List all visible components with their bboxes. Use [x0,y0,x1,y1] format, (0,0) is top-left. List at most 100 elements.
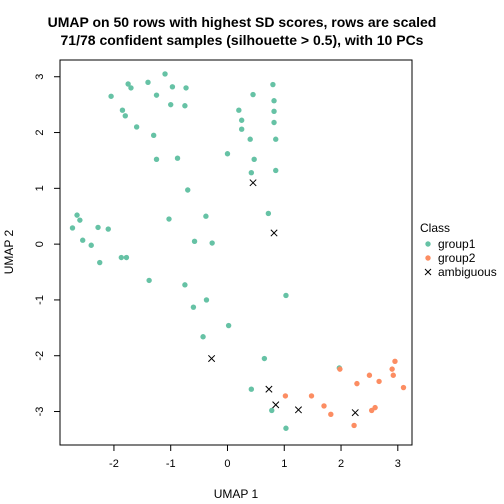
legend-label-group2: group2 [438,251,476,265]
point-group1 [69,225,76,231]
point-ambiguous [208,354,216,363]
point-group2 [354,380,360,387]
point-ambiguous [272,401,280,409]
y-tick-label: 3 [34,74,46,80]
point-ambiguous [249,179,257,187]
y-tick-label: -2 [34,351,46,361]
point-group2 [372,404,378,411]
point-group1 [108,93,114,99]
point-group1 [203,213,209,219]
point-group1 [88,242,94,248]
point-group1 [209,240,215,246]
point-group1 [251,156,257,163]
legend-title: Class [420,221,450,235]
point-group2 [376,378,382,385]
point-group1 [283,292,289,299]
point-group1 [248,170,255,176]
point-group1 [77,217,83,223]
point-group1 [166,216,172,222]
point-group1 [200,334,206,340]
legend-marker-ambiguous [424,268,432,276]
point-group1 [250,91,256,98]
point-group1 [224,151,231,157]
point-group1 [273,167,279,174]
y-tick-label: 1 [34,185,46,191]
plot-area-frame [59,59,413,446]
point-group1 [247,136,253,142]
point-group1 [283,425,289,431]
point-group2 [328,411,334,418]
point-group2 [321,403,327,409]
y-tick-label: -1 [34,295,46,305]
point-group1 [150,132,157,139]
legend-label-ambiguous: ambiguous [438,265,497,279]
point-group1 [174,155,181,161]
point-group1 [225,322,232,329]
point-group1 [238,117,245,123]
x-tick-label: -1 [166,458,176,470]
point-group2 [282,393,289,399]
x-axis-label: UMAP 1 [214,487,259,501]
data-points [69,71,407,431]
point-group1 [273,136,279,142]
point-group2 [390,372,396,378]
point-ambiguous [351,409,359,417]
point-group1 [182,282,188,288]
point-group1 [95,224,101,231]
point-group1 [238,126,245,132]
point-group1 [133,124,140,130]
x-tick-label: 1 [281,458,287,470]
x-tick-label: 2 [338,458,344,470]
point-ambiguous [265,385,273,393]
point-group1 [128,85,134,91]
point-group1 [122,113,128,119]
point-group2 [366,372,373,378]
point-group1 [125,81,131,87]
point-group1 [153,156,160,163]
point-group1 [118,254,125,261]
point-group1 [190,304,197,310]
point-group1 [270,81,276,88]
x-tick-label: -2 [109,458,119,470]
point-group2 [337,366,343,372]
x-tick-label: 0 [224,458,230,470]
point-group1 [248,386,255,392]
point-group1 [269,407,275,414]
point-ambiguous [270,229,278,237]
point-group1 [105,226,111,232]
point-group1 [191,238,198,245]
point-group1 [265,210,272,217]
point-group2 [389,366,395,372]
point-group1 [261,355,268,362]
point-group1 [203,297,210,303]
legend-label-group1: group1 [438,237,476,251]
point-group1 [271,119,277,126]
chart-title-line2: 71/78 confident samples (silhouette > 0.… [61,32,424,48]
point-group1 [182,103,188,109]
point-group1 [80,237,86,243]
y-tick-label: -3 [34,407,46,417]
point-group1 [271,98,277,104]
point-group1 [97,259,103,266]
point-group2 [308,393,315,399]
point-group1 [271,108,277,115]
point-group1 [153,92,160,98]
point-group1 [169,84,176,90]
point-group2 [351,422,357,429]
point-group1 [185,187,191,193]
point-group2 [392,358,398,365]
y-tick-label: 2 [34,129,46,135]
point-ambiguous [294,406,303,414]
y-axis-label: UMAP 2 [2,229,16,274]
x-axis: -2 -1 0 1 2 3 [109,445,401,470]
y-tick-label: 0 [34,241,46,247]
point-group2 [400,384,407,391]
point-group1 [183,85,189,91]
point-group1 [119,107,126,113]
y-axis: -3 -2 -1 0 1 2 3 [34,74,60,417]
point-group1 [162,71,168,77]
x-tick-label: 3 [395,458,401,470]
point-group1 [168,101,174,108]
